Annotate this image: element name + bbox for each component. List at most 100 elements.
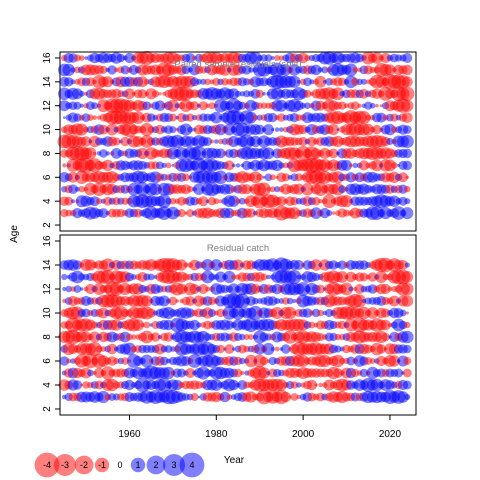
bubble — [398, 172, 408, 183]
bubble — [397, 391, 409, 403]
bubble — [357, 103, 362, 108]
bubble — [78, 186, 85, 193]
bubble — [238, 101, 247, 110]
bubble — [358, 160, 369, 171]
bubble — [274, 55, 281, 61]
bubble — [176, 283, 188, 295]
legend-label: -1 — [98, 460, 106, 470]
bubble — [166, 99, 179, 112]
bubble — [353, 294, 367, 308]
bubble — [259, 356, 269, 366]
bubble — [62, 163, 67, 168]
bubble — [303, 77, 312, 87]
bubble — [205, 286, 211, 292]
bubble — [271, 128, 275, 132]
bubble — [267, 296, 278, 306]
bubble — [137, 76, 148, 88]
bubble — [208, 309, 216, 317]
legend-bubble — [146, 455, 166, 475]
bubble — [276, 196, 287, 207]
bubble — [388, 295, 400, 307]
bubble — [106, 343, 118, 355]
legend-bubble — [34, 452, 60, 478]
bubble — [252, 114, 259, 121]
bubble — [246, 208, 256, 218]
bubble — [99, 149, 108, 158]
legend-bubble — [74, 455, 94, 475]
bubble — [403, 344, 412, 354]
bubble — [340, 282, 353, 296]
bubble — [260, 102, 268, 109]
bubble — [381, 308, 391, 318]
bubble — [338, 77, 347, 87]
bubble — [226, 394, 233, 400]
bubble — [190, 393, 199, 401]
bubble — [366, 307, 379, 319]
panel-title: Paired sample residuals (split) — [174, 59, 301, 70]
bubble — [171, 379, 183, 391]
bubble — [137, 89, 148, 99]
bubble — [210, 379, 223, 391]
bubble — [66, 358, 72, 364]
bubble — [231, 274, 237, 280]
bubble — [99, 65, 108, 74]
bubble — [316, 284, 325, 294]
bubble — [91, 321, 99, 329]
bubble — [402, 64, 413, 76]
bubble — [270, 347, 275, 351]
bubble — [352, 162, 358, 169]
bubble — [150, 332, 161, 342]
bubble — [402, 53, 413, 63]
bubble — [274, 298, 281, 304]
bubble — [224, 320, 234, 330]
y-tick-label: 4 — [42, 198, 53, 204]
bubble — [105, 151, 111, 156]
bubble — [371, 52, 383, 64]
x-tick-label: 1960 — [118, 429, 141, 440]
bubble — [87, 342, 102, 356]
bubble — [93, 151, 97, 156]
bubble — [359, 368, 369, 378]
bubble — [228, 195, 240, 207]
bubble — [264, 173, 273, 182]
bubble — [169, 197, 177, 205]
bubble — [363, 344, 373, 354]
bubble — [112, 137, 121, 146]
bubble — [244, 354, 258, 368]
bubble — [182, 173, 190, 182]
bubble — [401, 76, 413, 88]
bubble — [390, 113, 399, 122]
bubble — [210, 259, 223, 271]
bubble — [274, 186, 281, 193]
bubble — [331, 87, 345, 101]
bubble — [321, 66, 329, 74]
bubble — [186, 113, 195, 122]
bubble — [269, 174, 276, 181]
bubble — [375, 103, 379, 108]
bubble — [140, 354, 154, 368]
bubble — [317, 309, 324, 317]
bubble — [301, 183, 314, 196]
y-tick-label: 14 — [42, 76, 53, 88]
bubble — [337, 260, 347, 270]
bubble — [340, 195, 353, 208]
bubble — [239, 333, 246, 341]
bubble — [386, 137, 394, 146]
bubble — [136, 147, 149, 160]
y-tick-label: 16 — [42, 235, 53, 247]
bubble — [219, 391, 231, 403]
bubble — [64, 196, 74, 206]
bubble — [345, 271, 357, 283]
bubble — [391, 162, 398, 169]
bubble — [241, 184, 252, 195]
bubble — [107, 65, 117, 75]
bubble — [70, 79, 76, 85]
bubble — [286, 297, 294, 305]
bubble — [355, 53, 364, 63]
bubble — [319, 207, 330, 219]
bubble — [72, 380, 83, 390]
bubble — [234, 90, 242, 97]
bubble — [252, 297, 259, 305]
bubble — [205, 103, 210, 108]
bubble — [338, 185, 347, 194]
